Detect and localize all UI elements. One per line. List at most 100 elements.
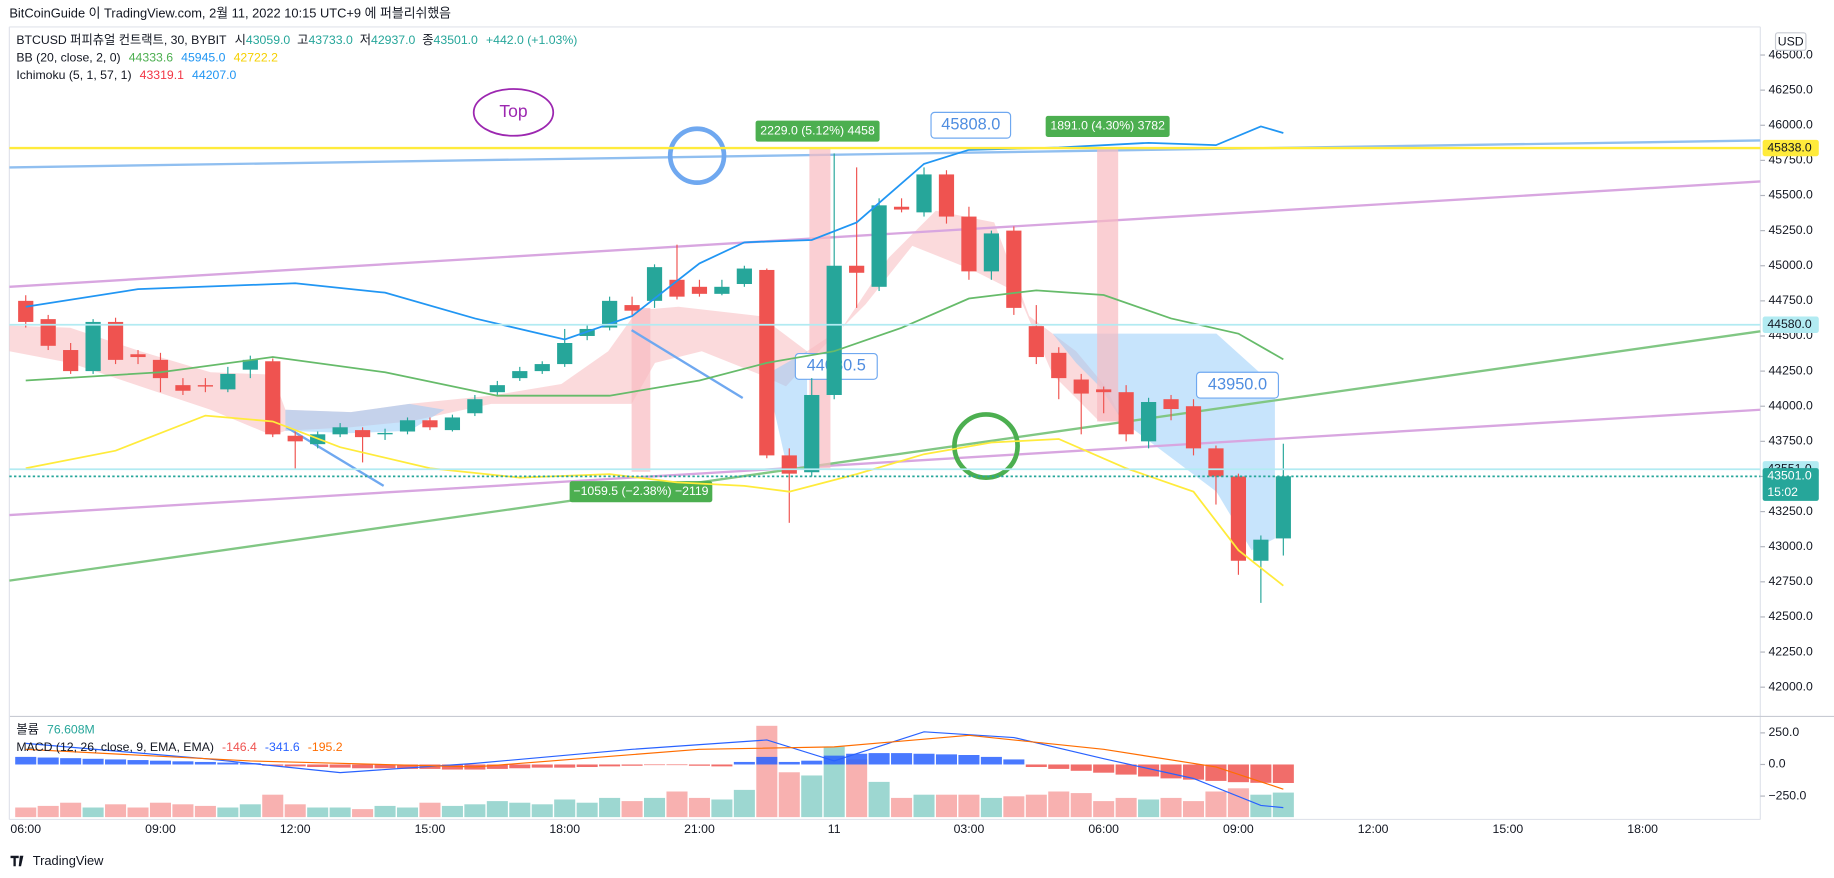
measure-label xyxy=(569,481,713,503)
macd-histogram-bar xyxy=(284,764,306,767)
macd-histogram-bar xyxy=(105,759,127,765)
volume-bar xyxy=(688,797,710,818)
annotation: 43950.0 xyxy=(1208,375,1267,393)
volume-bar xyxy=(419,802,441,818)
volume-bar xyxy=(711,799,733,818)
candle-body xyxy=(175,385,191,391)
smiley-icon xyxy=(667,126,727,185)
candle-body xyxy=(961,216,977,272)
candle-body xyxy=(691,286,708,294)
macd-histogram-bar xyxy=(801,760,823,765)
price-tag xyxy=(1762,468,1819,501)
candle-body xyxy=(1073,379,1089,394)
ohlc-value: 42937.0 xyxy=(371,33,415,47)
candle-body xyxy=(377,432,393,435)
volume-bar xyxy=(644,797,666,818)
macd-histogram-bar xyxy=(374,764,396,769)
y-tick-label: 45000.0 xyxy=(1769,258,1813,272)
candle-body xyxy=(265,361,281,435)
candle-body xyxy=(1028,326,1044,358)
macd-histogram-bar xyxy=(307,764,329,768)
annotation: Top xyxy=(499,101,528,121)
price-tag-label: 43501.0 xyxy=(1767,469,1811,483)
annotation: −1059.5 (−2.38%) −2119 xyxy=(573,484,708,498)
ohlc-label: 고 xyxy=(297,33,308,47)
price-tag-label: 44580.0 xyxy=(1767,317,1811,331)
macd-histogram-bar xyxy=(980,756,1002,765)
annotation: 2229.0 (5.12%) 4458 xyxy=(760,123,875,137)
arrow xyxy=(630,329,744,400)
macd-histogram-bar xyxy=(1272,764,1294,783)
candle-body xyxy=(804,394,820,473)
callout-box xyxy=(1195,371,1280,399)
candle-body xyxy=(1006,230,1022,308)
macd-histogram-bar xyxy=(688,764,710,766)
volume-bar xyxy=(172,804,194,818)
measure-range xyxy=(809,148,831,469)
volume-bar xyxy=(846,759,868,818)
macd-histogram-bar xyxy=(576,764,598,768)
volume-bar xyxy=(82,807,104,818)
legend-indicator: BB (20, close, 2, 0) 44333.6 45945.0 427… xyxy=(16,51,278,65)
macd-histogram-bar xyxy=(913,753,935,765)
y-tick-label: 44750.0 xyxy=(1769,293,1813,307)
volume-bar xyxy=(576,802,598,818)
y-tick-label: 46000.0 xyxy=(1769,118,1813,132)
macd-histogram-bar xyxy=(1003,759,1025,765)
volume-bar xyxy=(958,794,980,818)
macd-histogram-bar xyxy=(329,764,351,768)
x-tick-label: 06:00 xyxy=(1088,822,1119,836)
macd-histogram-bar xyxy=(958,755,980,765)
legend-indicator: Ichimoku (5, 1, 57, 1) 43319.1 44207.0 xyxy=(16,68,236,82)
candle-body xyxy=(399,420,416,432)
macd-histogram-bar xyxy=(891,753,913,765)
indicator-name: Ichimoku (5, 1, 57, 1) xyxy=(16,68,131,82)
volume-bar xyxy=(1093,801,1115,818)
currency-box[interactable] xyxy=(1774,32,1807,51)
footer: TradingView xyxy=(33,853,104,868)
macd-histogram-bar xyxy=(711,764,733,767)
macd-histogram-bar xyxy=(1227,764,1249,783)
price-tag xyxy=(1762,139,1819,157)
macd-histogram-bar xyxy=(554,764,576,768)
legend-volume: 볼륨 76.608M xyxy=(16,723,94,737)
candle-body xyxy=(624,305,640,311)
y-tick-label: 42250.0 xyxy=(1769,644,1813,658)
legend-macd: MACD (12, 26, close, 9, EMA, EMA) -146.4… xyxy=(16,740,342,754)
candle-body xyxy=(826,265,842,395)
trend-line xyxy=(9,139,1761,169)
x-tick-label: 18:00 xyxy=(549,822,580,836)
x-tick-label: 15:00 xyxy=(415,822,446,836)
volume-bar xyxy=(935,794,958,818)
callout-bubble xyxy=(472,88,555,137)
macd-histogram-bar xyxy=(15,756,37,765)
x-tick-label: 12:00 xyxy=(280,822,311,836)
price-tag-label: 45838.0 xyxy=(1767,140,1811,154)
candle-body xyxy=(938,174,955,217)
macd-histogram-bar xyxy=(60,758,82,765)
candle-body xyxy=(512,371,528,379)
x-tick-label: 09:00 xyxy=(1223,822,1254,836)
ohlc-label: 시 xyxy=(235,33,246,47)
candle-body xyxy=(152,359,169,379)
indicator-line xyxy=(25,125,1284,341)
macd-histogram-bar xyxy=(172,761,194,765)
macd-histogram-bar xyxy=(621,764,643,766)
candle-body xyxy=(107,321,124,360)
candle-body xyxy=(1118,392,1134,435)
volume-bar xyxy=(352,809,374,818)
currency[interactable]: USD xyxy=(1778,34,1804,48)
volume-bar xyxy=(15,807,37,818)
macd-histogram-bar xyxy=(756,756,778,765)
volume-bar xyxy=(666,791,688,818)
trend-line xyxy=(9,408,1761,517)
trend-line xyxy=(9,330,1761,582)
macd-histogram-bar xyxy=(1070,764,1092,771)
candle-body xyxy=(467,399,483,414)
y-tick-label: 42000.0 xyxy=(1769,679,1813,693)
macd-histogram-bar xyxy=(217,762,239,765)
y-tick-label: 45250.0 xyxy=(1769,223,1813,237)
volume-bar xyxy=(60,802,82,818)
volume-bar xyxy=(329,807,351,818)
candle-body xyxy=(669,279,685,297)
